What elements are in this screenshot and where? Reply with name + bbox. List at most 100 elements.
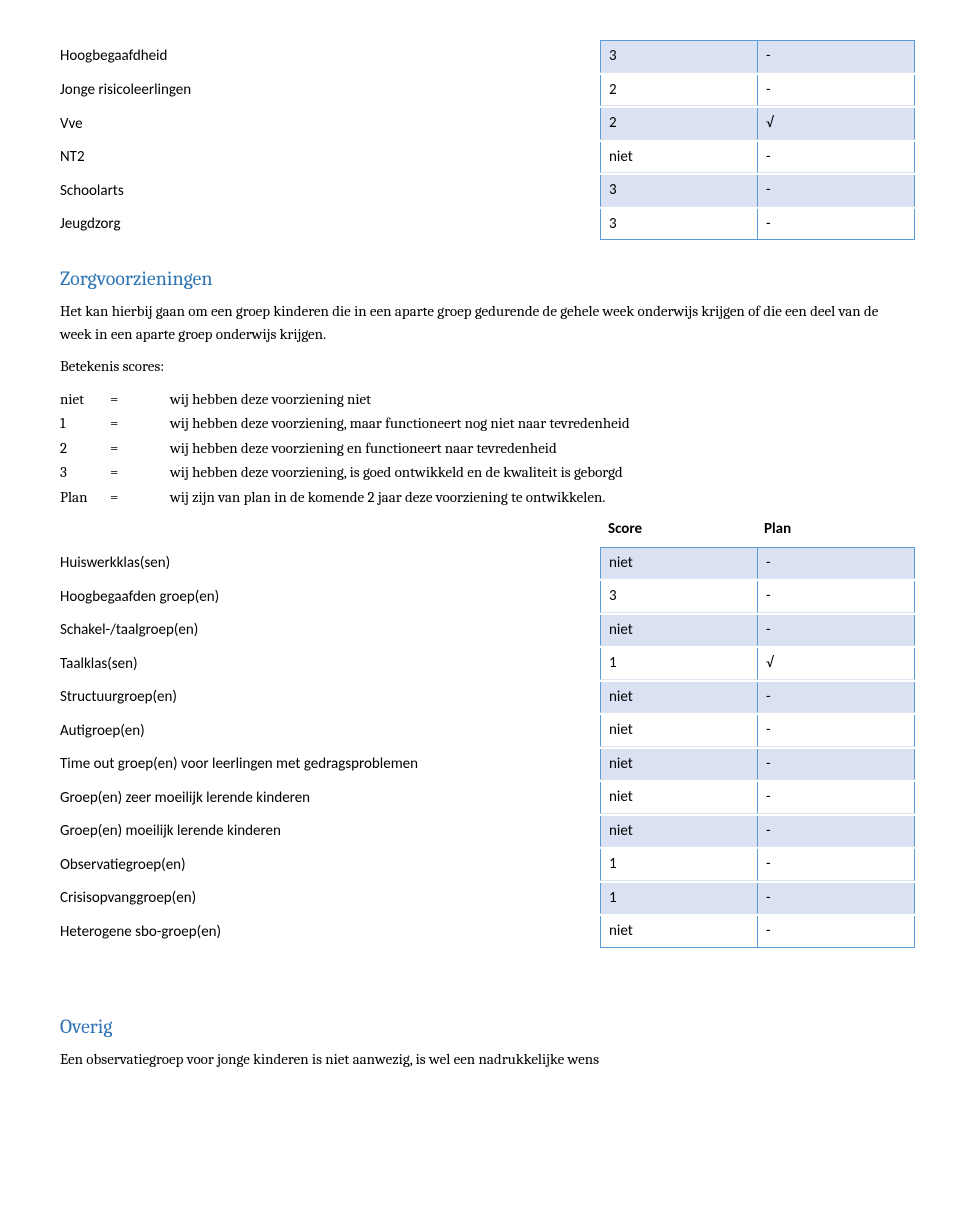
table-row: Groep(en) moeilijk lerende kinderen niet… bbox=[60, 816, 900, 848]
score-cell: niet bbox=[600, 782, 758, 814]
plan-cell: - bbox=[758, 209, 915, 241]
plan-cell: √ bbox=[758, 108, 915, 140]
header-plan: Plan bbox=[756, 514, 912, 545]
plan-cell: - bbox=[758, 175, 915, 207]
def-row: niet = wij hebben deze voorziening niet bbox=[60, 388, 900, 411]
table-row: Hoogbegaafdheid 3 - bbox=[60, 40, 900, 73]
overig-text: Een observatiegroep voor jonge kinderen … bbox=[60, 1048, 880, 1071]
row-label: Structuurgroep(en) bbox=[60, 686, 600, 709]
def-value: wij hebben deze voorziening niet bbox=[170, 388, 900, 411]
table-row: Schoolarts 3 - bbox=[60, 175, 900, 207]
score-cell: 1 bbox=[600, 849, 758, 881]
betekenis-label: Betekenis scores: bbox=[60, 355, 880, 378]
row-label: Time out groep(en) voor leerlingen met g… bbox=[60, 753, 600, 776]
row-label: Autigroep(en) bbox=[60, 720, 600, 743]
def-key: 3 bbox=[60, 461, 110, 484]
def-value: wij hebben deze voorziening, is goed ont… bbox=[170, 461, 900, 484]
score-cell: niet bbox=[600, 615, 758, 647]
score-definitions: niet = wij hebben deze voorziening niet … bbox=[60, 388, 900, 509]
table2: Huiswerkklas(sen) niet - Hoogbegaafden g… bbox=[60, 547, 900, 948]
table-row: Schakel-/taalgroep(en) niet - bbox=[60, 615, 900, 647]
score-cell: 3 bbox=[600, 581, 758, 613]
table-row: Jonge risicoleerlingen 2 - bbox=[60, 75, 900, 107]
plan-cell: - bbox=[758, 581, 915, 613]
plan-cell: - bbox=[758, 682, 915, 714]
header-score: Score bbox=[600, 514, 756, 545]
row-label: Groep(en) moeilijk lerende kinderen bbox=[60, 820, 600, 843]
score-cell: 3 bbox=[600, 209, 758, 241]
plan-cell: - bbox=[758, 75, 915, 107]
score-cell: 2 bbox=[600, 75, 758, 107]
table1: Hoogbegaafdheid 3 - Jonge risicoleerling… bbox=[60, 40, 900, 240]
plan-cell: - bbox=[758, 782, 915, 814]
table2-header: Score Plan bbox=[60, 514, 900, 545]
def-row: Plan = wij zijn van plan in de komende 2… bbox=[60, 486, 900, 509]
def-key: niet bbox=[60, 388, 110, 411]
score-cell: niet bbox=[600, 916, 758, 948]
section-heading-zorg: Zorgvoorzieningen bbox=[60, 264, 900, 294]
def-value: wij zijn van plan in de komende 2 jaar d… bbox=[170, 486, 900, 509]
score-cell: niet bbox=[600, 142, 758, 174]
def-eq: = bbox=[110, 412, 170, 435]
table-row: Jeugdzorg 3 - bbox=[60, 209, 900, 241]
plan-cell: - bbox=[758, 849, 915, 881]
table-row: Groep(en) zeer moeilijk lerende kinderen… bbox=[60, 782, 900, 814]
score-cell: 3 bbox=[600, 40, 758, 73]
row-label: Jonge risicoleerlingen bbox=[60, 79, 600, 102]
def-eq: = bbox=[110, 388, 170, 411]
def-value: wij hebben deze voorziening, maar functi… bbox=[170, 412, 900, 435]
score-cell: niet bbox=[600, 715, 758, 747]
zorg-intro: Het kan hierbij gaan om een groep kinder… bbox=[60, 300, 880, 345]
table-row: NT2 niet - bbox=[60, 142, 900, 174]
row-label: Schakel-/taalgroep(en) bbox=[60, 619, 600, 642]
plan-cell: √ bbox=[758, 648, 915, 680]
row-label: Taalklas(sen) bbox=[60, 653, 600, 676]
table-row: Hoogbegaafden groep(en) 3 - bbox=[60, 581, 900, 613]
row-label: Hoogbegaafdheid bbox=[60, 45, 600, 68]
def-key: 2 bbox=[60, 437, 110, 460]
score-cell: 2 bbox=[600, 108, 758, 140]
def-row: 1 = wij hebben deze voorziening, maar fu… bbox=[60, 412, 900, 435]
table-row: Structuurgroep(en) niet - bbox=[60, 682, 900, 714]
table-row: Taalklas(sen) 1 √ bbox=[60, 648, 900, 680]
row-label: Observatiegroep(en) bbox=[60, 854, 600, 877]
table-row: Crisisopvanggroep(en) 1 - bbox=[60, 883, 900, 915]
score-cell: niet bbox=[600, 816, 758, 848]
table-row: Huiswerkklas(sen) niet - bbox=[60, 547, 900, 580]
plan-cell: - bbox=[758, 816, 915, 848]
def-key: Plan bbox=[60, 486, 110, 509]
def-eq: = bbox=[110, 461, 170, 484]
row-label: NT2 bbox=[60, 146, 600, 169]
row-label: Hoogbegaafden groep(en) bbox=[60, 586, 600, 609]
score-cell: niet bbox=[600, 682, 758, 714]
row-label: Vve bbox=[60, 113, 600, 136]
plan-cell: - bbox=[758, 615, 915, 647]
row-label: Schoolarts bbox=[60, 180, 600, 203]
def-key: 1 bbox=[60, 412, 110, 435]
score-cell: niet bbox=[600, 749, 758, 781]
score-cell: niet bbox=[600, 547, 758, 580]
section-heading-overig: Overig bbox=[60, 1012, 900, 1042]
row-label: Groep(en) zeer moeilijk lerende kinderen bbox=[60, 787, 600, 810]
table-row: Heterogene sbo-groep(en) niet - bbox=[60, 916, 900, 948]
table-row: Observatiegroep(en) 1 - bbox=[60, 849, 900, 881]
def-eq: = bbox=[110, 486, 170, 509]
table-row: Vve 2 √ bbox=[60, 108, 900, 140]
plan-cell: - bbox=[758, 916, 915, 948]
plan-cell: - bbox=[758, 142, 915, 174]
def-row: 3 = wij hebben deze voorziening, is goed… bbox=[60, 461, 900, 484]
table-row: Autigroep(en) niet - bbox=[60, 715, 900, 747]
score-cell: 3 bbox=[600, 175, 758, 207]
score-cell: 1 bbox=[600, 883, 758, 915]
row-label: Jeugdzorg bbox=[60, 213, 600, 236]
row-label: Huiswerkklas(sen) bbox=[60, 552, 600, 575]
plan-cell: - bbox=[758, 883, 915, 915]
def-value: wij hebben deze voorziening en functione… bbox=[170, 437, 900, 460]
def-eq: = bbox=[110, 437, 170, 460]
score-cell: 1 bbox=[600, 648, 758, 680]
table-row: Time out groep(en) voor leerlingen met g… bbox=[60, 749, 900, 781]
plan-cell: - bbox=[758, 715, 915, 747]
row-label: Crisisopvanggroep(en) bbox=[60, 887, 600, 910]
def-row: 2 = wij hebben deze voorziening en funct… bbox=[60, 437, 900, 460]
row-label: Heterogene sbo-groep(en) bbox=[60, 921, 600, 944]
